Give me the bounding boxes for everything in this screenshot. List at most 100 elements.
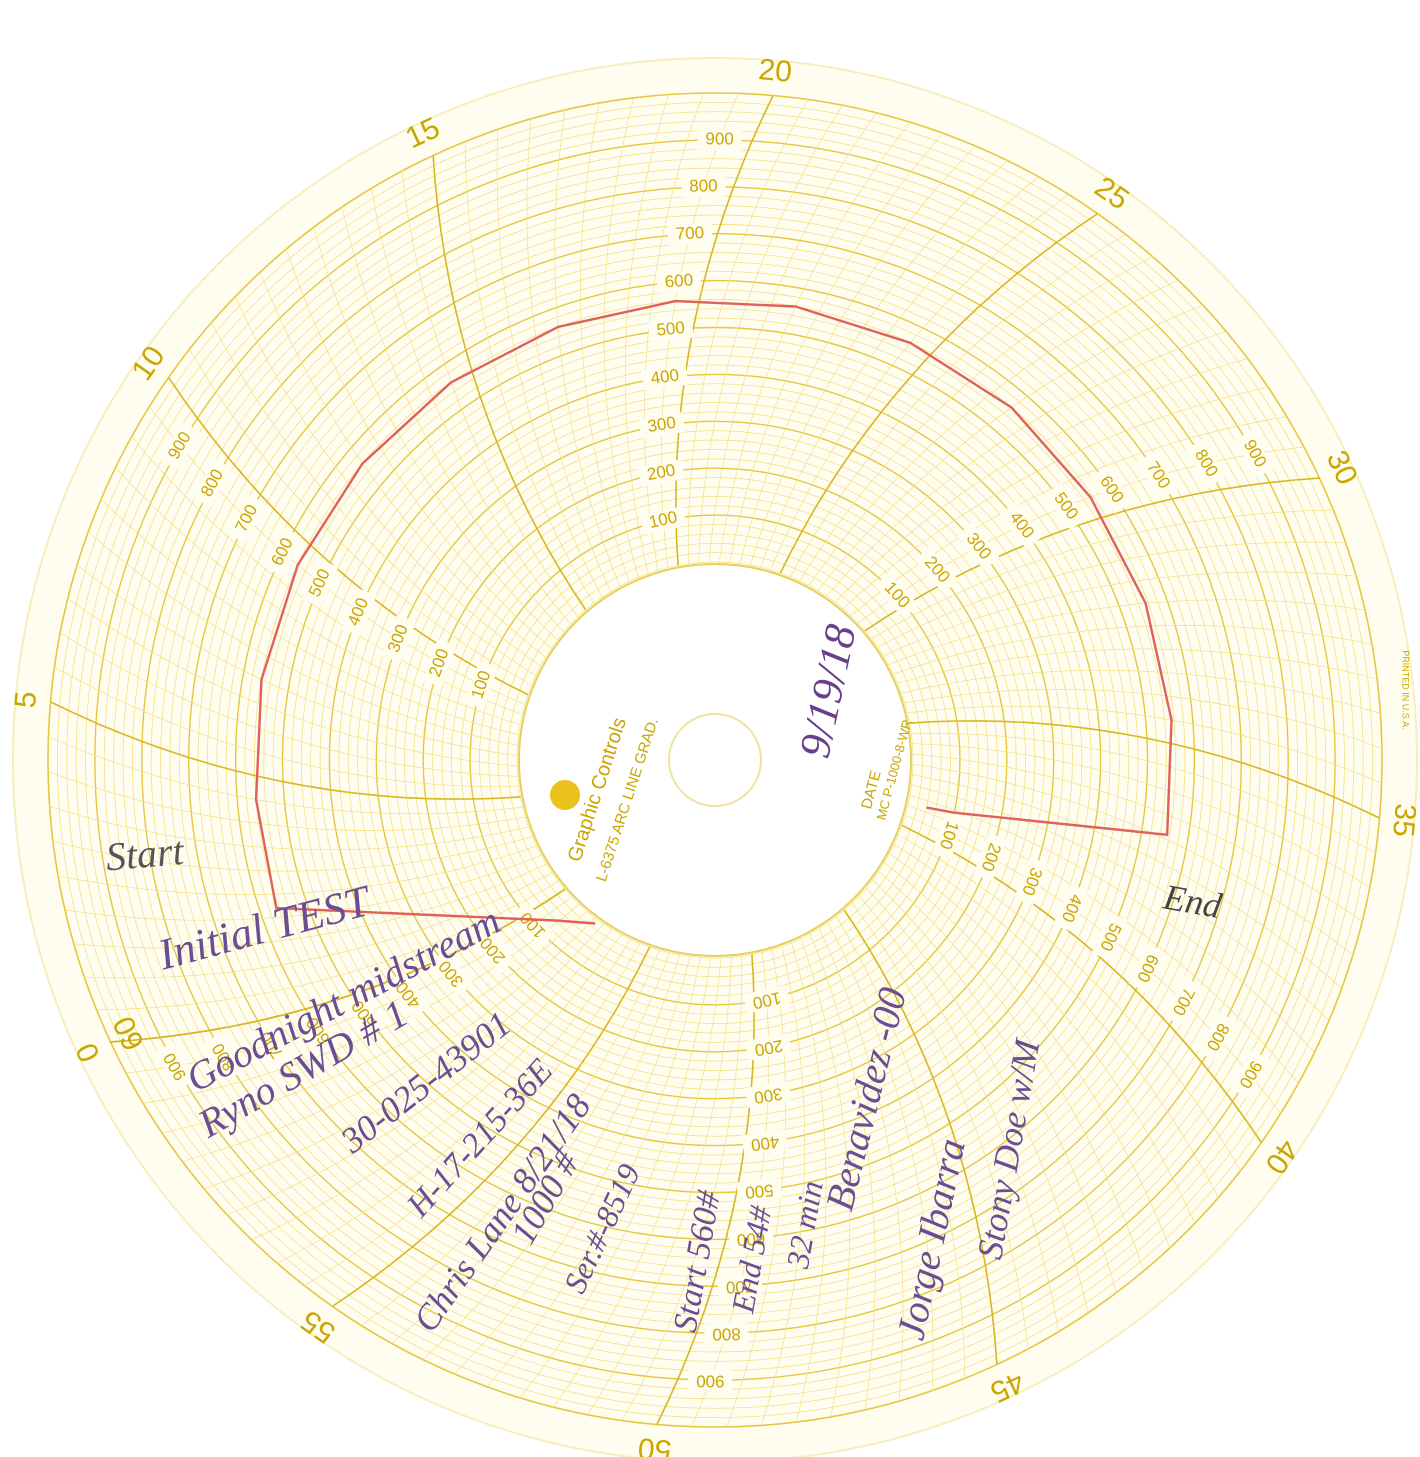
hub [518,563,912,957]
minor-ring [56,101,1374,1419]
minor-spoke [52,836,533,872]
minor-spoke [698,105,843,563]
minor-spoke [203,923,604,1190]
grid-ring [281,326,1149,1194]
label-bg [381,614,416,663]
minor-spoke [907,805,1299,1084]
value-label: 200 [753,1036,784,1060]
minor-spoke [76,564,518,757]
label-bg [251,1020,293,1069]
minor-spoke [817,304,1203,591]
label-bg [193,459,233,508]
minor-spoke [912,763,1354,956]
label-bg [471,926,516,974]
minor-spoke [800,938,850,1417]
minor-ring [357,402,1073,1118]
minor-ring [319,364,1111,1156]
minor-spoke [729,132,944,563]
minor-spoke [67,598,518,767]
minute-label: 50 [637,1431,673,1457]
minor-ring [507,552,923,968]
minor-spoke [834,358,1248,603]
label-bg [728,1226,774,1250]
minor-ring [460,505,970,1015]
grid-spoke [901,824,1263,1144]
minor-spoke [554,110,621,587]
minor-spoke [143,903,580,1104]
value-label: 900 [705,129,734,148]
minor-spoke [87,531,518,746]
label-bg [656,270,702,294]
label-bg [973,832,1007,881]
label-bg [1090,466,1132,514]
minor-spoke [865,887,1089,1314]
value-label: 800 [712,1324,741,1344]
printed-note: PRINTED IN U.S.A. [1401,650,1411,730]
minor-spoke [851,902,1029,1349]
minor-spoke [912,743,1370,888]
minute-label: 35 [1386,802,1420,838]
minor-ring [497,542,933,978]
label-bg [956,523,1000,571]
minor-spoke [182,917,596,1162]
minor-ring [272,317,1158,1203]
minor-spoke [842,386,1269,610]
label-bg [1091,912,1128,961]
value-label: 600 [736,1229,766,1250]
minor-ring [169,214,1261,1306]
minor-ring [207,252,1223,1268]
minor-ring [160,205,1270,1315]
label-bg [914,546,959,594]
grid-spoke [675,95,774,566]
minor-spoke [161,910,588,1134]
grid-ring [234,279,1196,1241]
grid-ring [188,233,1242,1287]
label-bg [423,639,457,688]
minor-spoke [808,279,1179,586]
minor-spoke [486,957,701,1388]
value-label: 800 [689,176,718,196]
pen-trace [254,299,1173,925]
minor-spoke [587,957,732,1415]
label-bg [999,501,1043,550]
label-bg [874,572,919,619]
minor-spoke [115,467,521,726]
label-bg [343,989,386,1038]
minor-spoke [341,206,565,633]
grid-spoke [779,212,1099,574]
minor-ring [441,486,989,1034]
minor-spoke [912,774,1343,989]
label-bg [156,1041,196,1091]
minor-spoke [189,349,532,686]
minute-label: 20 [757,53,793,89]
minor-spoke [904,689,1383,749]
minor-ring [66,111,1364,1409]
value-label: 500 [744,1180,774,1202]
minor-spoke [58,845,537,895]
minor-spoke [285,248,552,649]
minor-ring [338,383,1092,1137]
minor-spoke [553,957,722,1408]
minor-ring [347,392,1083,1128]
minor-spoke [49,806,529,851]
minor-ring [253,298,1177,1222]
grid-spoke [50,701,521,800]
minor-spoke [454,956,691,1375]
minor-ring [75,120,1355,1400]
minor-ring [432,477,998,1043]
label-bg [639,506,687,536]
label-bg [681,176,726,198]
value-label: 400 [650,365,681,388]
minor-ring [178,223,1252,1297]
minor-spoke [624,94,669,574]
label-bg [341,587,377,637]
minor-spoke [789,234,1126,577]
minor-ring [404,449,1026,1071]
minor-spoke [893,625,1372,675]
minor-spoke [48,736,523,815]
minor-spoke [304,943,641,1286]
minor-spoke [401,171,579,618]
minor-spoke [872,879,1117,1293]
minor-spoke [898,834,1241,1171]
